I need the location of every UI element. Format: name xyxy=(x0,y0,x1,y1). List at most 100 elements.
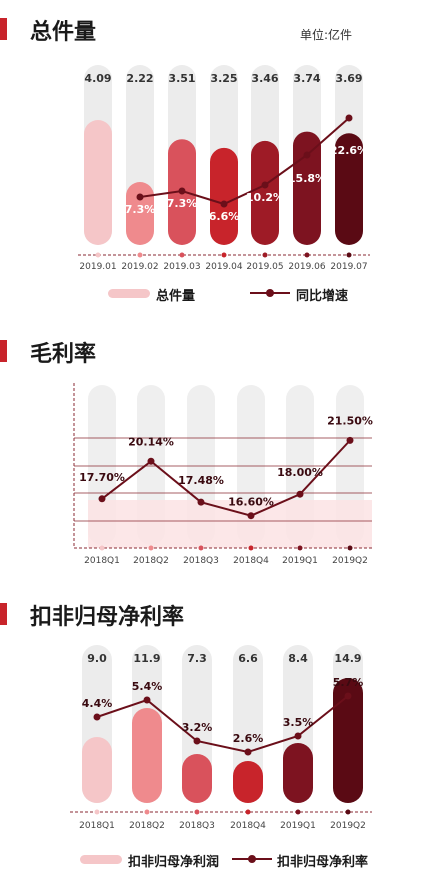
margin-point xyxy=(296,490,304,498)
bar-value-label: 7.3 xyxy=(187,652,207,665)
axis-dot xyxy=(221,252,227,258)
bar-value-label: 3.51 xyxy=(168,72,195,85)
axis-dot xyxy=(94,809,100,815)
section-title-volume: 总件量 xyxy=(30,20,97,45)
growth-point xyxy=(178,187,186,195)
bar-value-label: 14.9 xyxy=(334,652,361,665)
legend-swatch-bar xyxy=(108,289,150,298)
net-margin-label: 3.5% xyxy=(283,716,314,729)
net-margin-point xyxy=(244,748,252,756)
axis-dot xyxy=(304,252,310,258)
axis-dot xyxy=(95,252,101,258)
chart-gross-margin: 17.70% 20.14% 17.48% 16.60% 18.00% 21.50% 2018… xyxy=(73,383,373,566)
margin-point xyxy=(247,512,255,520)
bar xyxy=(126,182,154,245)
net-margin-point xyxy=(193,737,201,745)
bar xyxy=(293,131,321,245)
net-margin-point xyxy=(344,692,352,700)
margin-point xyxy=(346,436,354,444)
margin-label: 20.14% xyxy=(128,435,174,448)
growth-line xyxy=(139,117,350,206)
x-tick-label: 2018Q1 xyxy=(84,556,120,566)
margin-line xyxy=(101,439,351,517)
x-tick-label: 2019Q1 xyxy=(280,821,316,831)
growth-point xyxy=(220,200,228,208)
legend-label-bar: 扣非归母净利润 xyxy=(128,855,220,870)
margin-label: 17.70% xyxy=(79,471,125,484)
margin-label: 17.48% xyxy=(178,474,224,487)
bar-value-label: 3.46 xyxy=(251,72,278,85)
bar xyxy=(233,761,263,803)
axis-dot xyxy=(194,809,200,815)
axis-dot xyxy=(262,252,268,258)
section-marker xyxy=(0,603,7,625)
net-margin-label: 5.7% xyxy=(333,676,364,689)
x-tick-label: 2018Q1 xyxy=(79,821,115,831)
axis-dot xyxy=(295,809,301,815)
bar-value-label: 8.4 xyxy=(288,652,308,665)
margin-point xyxy=(197,498,205,506)
net-margin-label: 2.6% xyxy=(233,732,264,745)
x-tick-label: 2018Q2 xyxy=(129,821,165,831)
x-tick-label: 2018Q3 xyxy=(183,556,219,566)
x-tick-label: 2019.03 xyxy=(163,262,200,272)
bar-value-label: 4.09 xyxy=(84,72,111,85)
bar-value-label: 11.9 xyxy=(133,652,160,665)
axis-dot xyxy=(245,809,251,815)
axis-dot xyxy=(137,252,143,258)
x-tick-label: 2018Q4 xyxy=(230,821,266,831)
chart-net-margin: 9.0 2018Q1 11.9 2018Q2 7.3 2018Q3 6.6 2018Q4 8.4… xyxy=(70,645,372,831)
x-tick-label: 2018Q2 xyxy=(133,556,169,566)
net-margin-line xyxy=(96,695,349,754)
axis-dot xyxy=(346,252,352,258)
bar xyxy=(333,678,363,803)
legend-label-bar: 总件量 xyxy=(156,289,196,304)
axis-dot xyxy=(198,545,204,551)
x-tick-label: 2019.01 xyxy=(79,262,116,272)
bar xyxy=(283,743,313,803)
axis-dot xyxy=(248,545,254,551)
net-margin-label: 3.2% xyxy=(182,721,213,734)
margin-point xyxy=(98,495,106,503)
axis-dot xyxy=(99,545,105,551)
legend-swatch-line-dot xyxy=(248,855,256,863)
axis-dot xyxy=(297,545,303,551)
margin-label: 18.00% xyxy=(277,466,323,479)
margin-point xyxy=(147,457,155,465)
x-tick-label: 2019Q2 xyxy=(330,821,366,831)
legend-swatch-line-dot xyxy=(266,289,274,297)
x-tick-label: 2019Q1 xyxy=(282,556,318,566)
margin-label: 16.60% xyxy=(228,496,274,509)
growth-point xyxy=(261,181,269,189)
axis-dot xyxy=(144,809,150,815)
growth-label: 22.6% xyxy=(330,144,368,157)
x-tick-label: 2019.04 xyxy=(205,262,242,272)
growth-point xyxy=(136,193,144,201)
growth-point xyxy=(345,114,353,122)
x-tick-label: 2018Q4 xyxy=(233,556,269,566)
growth-point xyxy=(303,151,311,159)
bar-value-label: 3.25 xyxy=(210,72,237,85)
x-tick-label: 2019.07 xyxy=(330,262,367,272)
bar-value-label: 3.69 xyxy=(335,72,362,85)
unit-label: 单位:亿件 xyxy=(300,28,353,42)
bar xyxy=(132,708,162,803)
net-margin-label: 5.4% xyxy=(132,680,163,693)
section-title-net-margin: 扣非归母净利率 xyxy=(30,605,185,630)
net-margin-point xyxy=(143,696,151,704)
legend-label-line: 同比增速 xyxy=(296,289,349,304)
bar-value-label: 3.74 xyxy=(293,72,320,85)
x-tick-label: 2019.02 xyxy=(121,262,158,272)
bar xyxy=(82,737,112,803)
axis-dot xyxy=(148,545,154,551)
growth-label: 7.3% xyxy=(125,203,156,216)
bar xyxy=(251,140,279,245)
axis-dot xyxy=(179,252,185,258)
net-margin-point xyxy=(294,732,302,740)
x-tick-label: 2019Q2 xyxy=(332,556,368,566)
bar xyxy=(210,147,238,245)
axis-dot xyxy=(345,809,351,815)
bar xyxy=(335,133,363,245)
x-tick-label: 2018Q3 xyxy=(179,821,215,831)
